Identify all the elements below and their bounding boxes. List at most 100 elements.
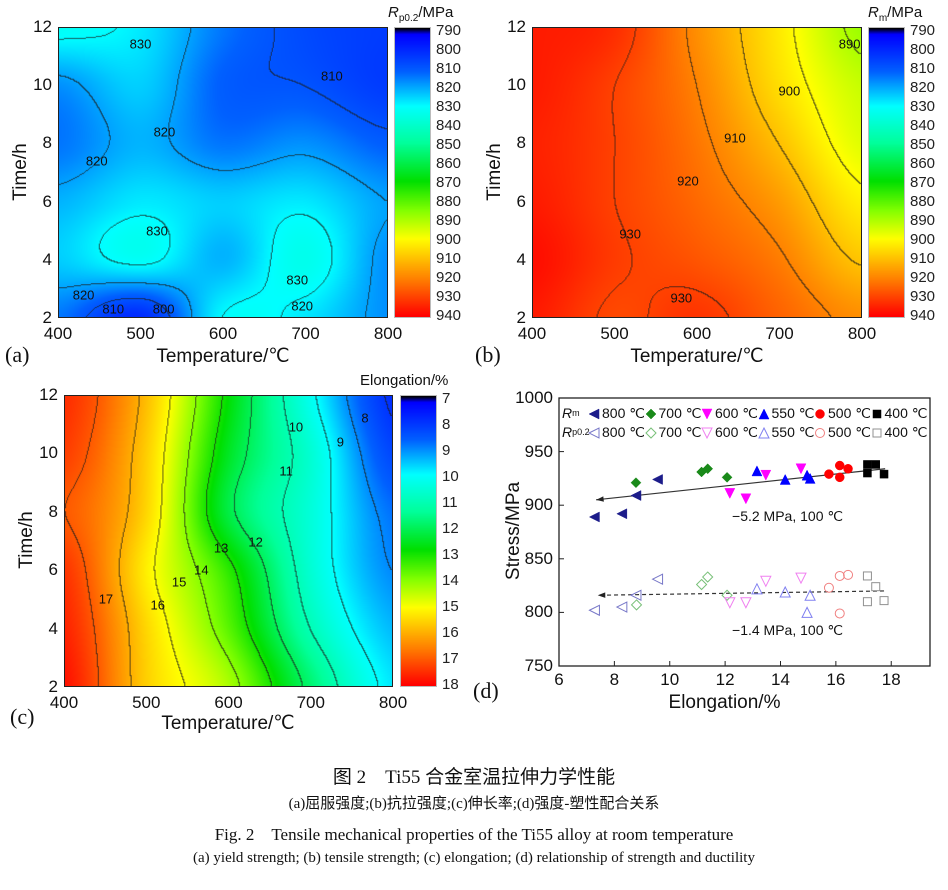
panel-c-y-tick-label: 10 [39, 443, 58, 463]
panel-a-colorbar-tick-label: 820 [436, 79, 462, 96]
panel-a-x-tick-label: 600 [208, 324, 238, 343]
panel-c-x-tick-label: 800 [378, 693, 408, 712]
panel-d-data-point [795, 572, 807, 585]
panel-a-contour-label: 820 [72, 287, 95, 303]
panel-c-contour-label: 15 [171, 574, 187, 590]
panel-c-y-tick-label: 8 [48, 501, 58, 521]
panel-a-colorbar-tick-label: 800 [436, 41, 462, 58]
panel-a-colorbar-tick-label: 830 [436, 98, 462, 115]
panel-b-y-tick-label: 2 [516, 308, 526, 327]
legend-marker [758, 407, 769, 419]
panel-d-label: (d) [473, 678, 499, 703]
panel-a-y-tick-label: 12 [33, 17, 52, 36]
legend-marker-icon [872, 428, 881, 437]
legend-marker [701, 408, 713, 420]
panel-b-contour-label: 910 [724, 130, 746, 146]
panel-a-contour-label: 800 [152, 301, 175, 317]
panel-d-data-point [751, 582, 763, 595]
panel-c-contour-map [65, 396, 392, 686]
panel-d-data-point [652, 474, 663, 485]
panel-a-colorbar [394, 27, 431, 318]
panel-b-colorbar-tick-label: 900 [910, 231, 936, 248]
panel-d-legend-item: 700 ℃ [644, 424, 701, 441]
legend-marker-icon [872, 409, 881, 418]
legend-marker [645, 408, 656, 419]
panel-b-x-tick-label: 800 [847, 324, 877, 343]
panel-c-x-tick-label: 500 [132, 693, 161, 712]
panel-b-colorbar-tick-label: 880 [910, 193, 936, 210]
panel-a-colorbar-tick-label: 790 [436, 22, 462, 39]
panel-a-x-tick-label: 500 [126, 324, 155, 343]
panel-d-y-tick-label: 1000 [515, 388, 553, 407]
panel-b-colorbar-tick-label: 830 [910, 98, 936, 115]
panel-b-x-tick-label: 700 [765, 324, 794, 343]
panel-b-contour-map [533, 28, 861, 317]
legend-label: 600 ℃ [715, 405, 758, 421]
panel-b-colorbar-tick-label: 860 [910, 155, 936, 172]
panel-c-x-tick-label: 600 [214, 693, 243, 712]
panel-d-trendline [597, 590, 885, 596]
panel-a-colorbar-tick-label: 840 [436, 117, 462, 134]
panel-d-y-tick-label: 850 [524, 548, 553, 568]
panel-a-x-tick-label: 400 [43, 324, 73, 343]
panel-c-colorbar-tick-label: 18 [442, 676, 459, 693]
legend-label: 550 ℃ [771, 405, 815, 421]
panel-a-colorbar-tick-label: 850 [436, 136, 462, 153]
panel-a-colorbar-tick-label: 940 [436, 307, 462, 324]
caption-en-subtitle: (a) yield strength; (b) tensile strength… [193, 850, 755, 866]
panel-b-colorbar-tick-label: 810 [910, 60, 936, 77]
panel-b-contour-label: 920 [677, 173, 699, 189]
panel-d-data-point [862, 597, 872, 607]
panel-d-x-tick-label: 14 [771, 670, 790, 689]
panel-a-colorbar-title: Rp0.2/MPa [388, 4, 454, 24]
panel-b-y-axis-title: Time/h [484, 142, 505, 201]
panel-d-legend-item: 800 ℃ [588, 424, 645, 441]
panel-d-data-point [834, 570, 845, 581]
panel-d-data-point [779, 585, 792, 598]
panel-a-x-tick-label: 800 [373, 324, 403, 343]
panel-c-colorbar-tick-label: 13 [442, 546, 459, 563]
panel-a-colorbar-tick-label: 880 [436, 193, 462, 210]
panel-d-legend-item: 550 ℃ [757, 424, 814, 441]
panel-d-data-point [823, 582, 834, 593]
legend-marker [644, 426, 657, 439]
panel-a-contour-label: 830 [146, 223, 168, 239]
panel-c-colorbar-title: Elongation/% [360, 372, 449, 389]
panel-a-contour-map [59, 28, 387, 317]
panel-c-contour-label: 16 [150, 597, 165, 613]
panel-a-y-tick-label: 4 [42, 249, 52, 269]
panel-d-trend-annotation: −1.4 MPa, 100 ℃ [732, 621, 844, 638]
legend-label: 500 ℃ [828, 424, 871, 440]
panel-b-colorbar-tick-label: 790 [910, 22, 936, 39]
panel-b-colorbar-tick-label: 850 [910, 136, 936, 153]
caption-cn-title: 图 2 Ti55 合金室温拉伸力学性能 [332, 767, 616, 788]
panel-b-colorbar-tick-label: 800 [910, 41, 936, 58]
panel-d-x-tick-label: 10 [660, 670, 680, 689]
panel-c-y-tick-label: 4 [48, 618, 58, 638]
panel-b-colorbar-tick-label: 930 [910, 288, 936, 305]
panel-c-colorbar-tick-label: 8 [442, 416, 451, 433]
panel-c-colorbar-tick-label: 12 [442, 520, 459, 537]
panel-b-x-axis-title: Temperature/℃ [630, 346, 764, 367]
panel-c-contour-label: 8 [361, 410, 369, 426]
panel-b-x-tick-label: 400 [517, 324, 547, 343]
panel-d-data-point [871, 582, 881, 592]
panel-d-x-tick-label: 18 [881, 670, 901, 689]
panel-d-trendline-arrowhead [597, 592, 606, 598]
panel-a-contour-label: 820 [153, 124, 176, 140]
panel-d-data-point [740, 597, 752, 609]
panel-d-legend-item: 500 ℃ [814, 405, 871, 422]
legend-label: 700 ℃ [658, 405, 702, 421]
panel-d-data-point [863, 460, 872, 469]
panel-c-y-tick-label: 6 [48, 560, 58, 580]
panel-b-y-tick-label: 10 [507, 75, 526, 95]
caption-en-title: Fig. 2 Tensile mechanical properties of … [214, 825, 734, 844]
panel-d-data-point [651, 573, 664, 585]
panel-b-plot-area [532, 27, 862, 318]
legend-marker-icon [815, 427, 825, 438]
panel-d-data-point [804, 472, 816, 484]
panel-b-colorbar-gradient [869, 28, 904, 317]
panel-c-colorbar-tick-label: 15 [442, 598, 459, 615]
panel-d-plot-frame [558, 397, 931, 667]
